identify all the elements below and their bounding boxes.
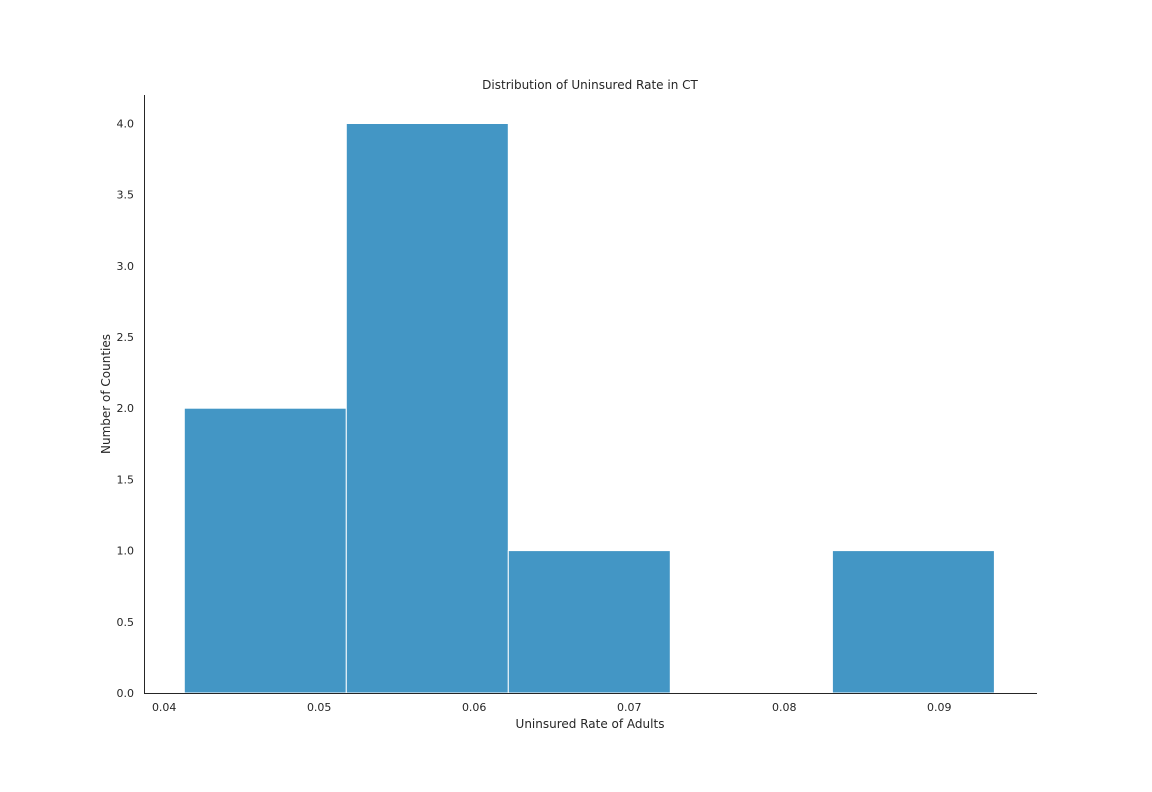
- x-tick-label: 0.08: [772, 701, 797, 714]
- x-tick-label: 0.07: [617, 701, 642, 714]
- histogram-bar-2: [345, 123, 509, 694]
- y-tick-label: 1.5: [117, 473, 135, 486]
- y-tick-label: 4.0: [117, 118, 135, 131]
- x-tick-label: 0.09: [927, 701, 952, 714]
- x-tick-label: 0.05: [307, 701, 332, 714]
- y-tick-label: 3.5: [117, 189, 135, 202]
- histogram-bar-1: [183, 407, 347, 694]
- x-tick-label: 0.06: [462, 701, 487, 714]
- bars-group: [183, 123, 995, 694]
- y-tick-label: 2.0: [117, 402, 135, 415]
- x-tick-label: 0.04: [152, 701, 177, 714]
- y-tick-label: 2.5: [117, 331, 135, 344]
- y-tick-label: 0.5: [117, 616, 135, 629]
- y-tick-label: 1.0: [117, 545, 135, 558]
- y-tick-labels: 0.0 0.5 1.0 1.5 2.0 2.5 3.0 3.5 4.0: [117, 118, 135, 701]
- histogram-bar-5: [831, 550, 995, 694]
- y-tick-label: 0.0: [117, 687, 135, 700]
- chart-title: Distribution of Uninsured Rate in CT: [482, 78, 698, 92]
- x-tick-labels: 0.04 0.05 0.06 0.07 0.08 0.09: [152, 701, 952, 714]
- x-axis-title: Uninsured Rate of Adults: [516, 717, 665, 731]
- histogram-bar-3: [507, 550, 671, 694]
- y-tick-label: 3.0: [117, 260, 135, 273]
- y-axis-title: Number of Counties: [99, 334, 113, 454]
